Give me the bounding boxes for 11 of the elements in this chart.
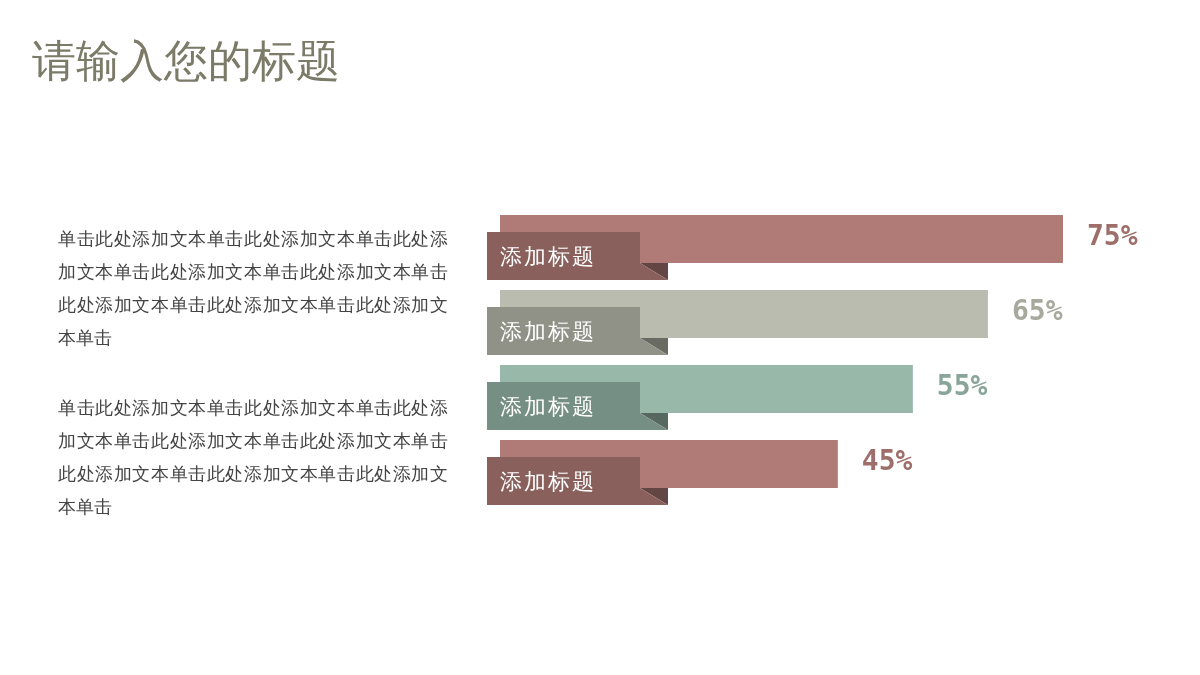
text: 单击此处添加文本单击此处添加文本单击此处添加文本单击此处添加文本单击此处添加文本单击此处添加文本单击此处添加文本单击此处添加文本单击	[58, 397, 448, 517]
y-tick-label: 添加标题	[500, 394, 596, 419]
y-tick-label: 添加标题	[500, 469, 596, 494]
data-label: 55%	[936, 369, 988, 402]
y-tick-label: 添加标题	[500, 244, 596, 269]
data-label: 65%	[1011, 294, 1063, 327]
data-label: 45%	[861, 444, 913, 477]
data-label: 75%	[1087, 219, 1138, 252]
y-tick-label: 添加标题	[500, 319, 596, 344]
text: 单击此处添加文本单击此处添加文本单击此处添加文本单击此处添加文本单击此处添加文本单击此处添加文本单击此处添加文本单击此处添加文本单击	[58, 228, 448, 348]
chart-title: 请输入您的标题	[32, 35, 340, 86]
